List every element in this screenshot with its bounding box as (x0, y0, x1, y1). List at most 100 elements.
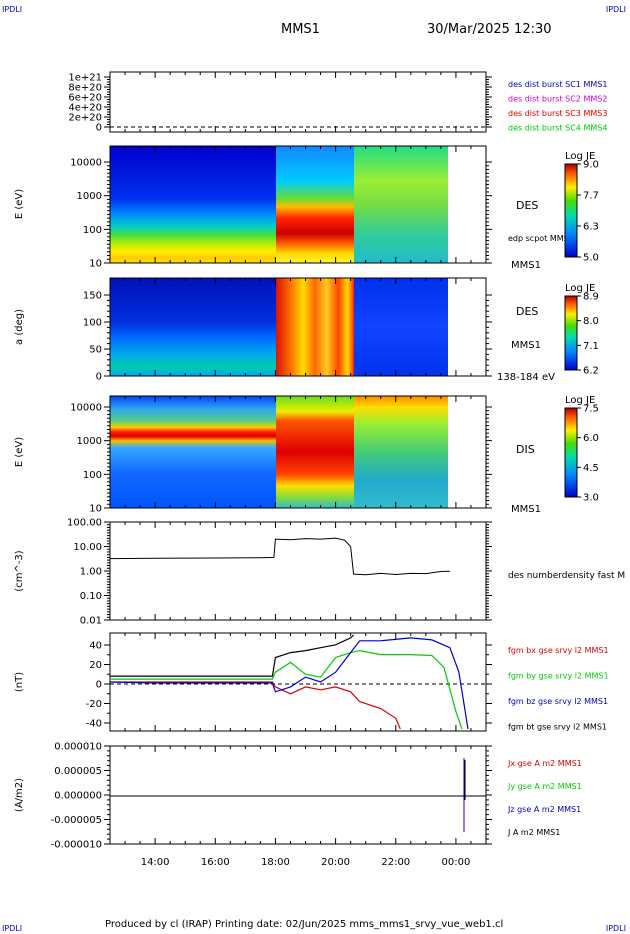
series-line-bx (110, 681, 401, 730)
y-tick-label: 1.00 (80, 567, 102, 578)
spacecraft-label: MMS1 (511, 504, 541, 515)
y-tick-label: 100 (83, 470, 102, 481)
colorbar-title: Log JE (565, 151, 595, 162)
y-tick-label: 0.000005 (54, 766, 102, 777)
y-tick-label: 10000 (70, 403, 102, 414)
y-tick-label: 1000 (77, 436, 102, 447)
x-tick-label: 22:00 (381, 857, 410, 868)
y-tick-label: 6e+20 (68, 93, 102, 104)
axis-label-density: (cm^-3) (14, 550, 25, 591)
colorbar-tick-label: 4.5 (583, 463, 599, 474)
y-tick-label: -0.000005 (51, 815, 102, 826)
legend-entry: J A m2 MMS1 (507, 828, 560, 837)
y-tick-label: 100 (83, 318, 102, 329)
legend-entry: des dist burst SC1 MMS1 (508, 80, 607, 89)
series-line-density (109, 537, 450, 576)
x-tick-label: 20:00 (321, 857, 350, 868)
spectrogram-segment-pre (110, 146, 276, 263)
colorbar-title: Log JE (565, 283, 595, 294)
panel-frame (109, 71, 487, 133)
y-tick-label: 100.00 (67, 518, 102, 529)
panel-dis-energy-spectrogram: 10000 1000 100 10 E (eV) DIS MMS1 Log JE7.5… (14, 395, 599, 515)
legend-entry: Jy gse A m2 MMS1 (507, 782, 582, 791)
x-tick-label: 14:00 (141, 857, 170, 868)
y-tick-label: 10.00 (73, 542, 102, 553)
y-tick-label: -20 (86, 699, 102, 710)
y-tick-label: 10 (89, 504, 102, 515)
colorbar (564, 407, 578, 498)
y-tick-label: 0.000000 (54, 791, 102, 802)
legend-entry: Jz gse A m2 MMS1 (507, 805, 581, 814)
colorbar-tick-label: 5.0 (583, 253, 599, 264)
colorbar-tick-label: 7.7 (583, 191, 599, 202)
panel-density: 100.00 10.00 1.00 0.10 0.01 (cm^-3) des numb… (14, 518, 625, 627)
y-tick-label: 8e+20 (68, 83, 102, 94)
colorbar-title: Log JE (565, 395, 595, 406)
dis-segment-pre (110, 396, 276, 508)
y-tick-label: 0 (96, 123, 102, 134)
colorbar-tick-label: 6.3 (583, 222, 599, 233)
y-tick-label: 1000 (77, 191, 102, 202)
corner-label-top-right: IPDLI (605, 5, 626, 14)
y-tick-label: 0.10 (80, 591, 102, 602)
y-tick-label: 0 (96, 680, 102, 691)
series-line-bt (110, 634, 355, 677)
spacecraft-title: MMS1 (281, 22, 320, 37)
instrument-label: DIS (516, 443, 535, 456)
x-tick-label: 16:00 (201, 857, 230, 868)
y-tick-label: 150 (83, 291, 102, 302)
energy-range-label: 138-184 eV (497, 372, 555, 383)
series-line-bz (109, 637, 469, 730)
legend-entry: des dist burst SC4 MMS4 (508, 124, 607, 133)
colorbar (564, 163, 578, 258)
pitch-segment-post (354, 278, 448, 376)
legend-entry: des dist burst SC3 MMS3 (508, 109, 607, 118)
dis-segment-post (354, 396, 448, 508)
colorbar-tick-label: 6.0 (583, 433, 599, 444)
legend-density: des numberdensity fast M (508, 571, 625, 581)
spacecraft-label: MMS1 (511, 260, 541, 271)
colorbar-tick-label: 7.5 (583, 404, 599, 415)
colorbar-tick-label: 7.1 (583, 341, 599, 352)
y-tick-label: 0 (96, 372, 102, 383)
colorbar (564, 295, 578, 371)
axis-label-energy: E (eV) (14, 437, 25, 467)
corner-label-top-left: IPDLI (2, 5, 23, 14)
dis-segment-mid (276, 396, 354, 508)
spectrogram-segment-post (354, 146, 448, 263)
legend-entry: fgm by gse srvy l2 MMS1 (508, 672, 609, 681)
y-tick-label: 0.01 (80, 616, 102, 627)
y-tick-label: 20 (89, 660, 102, 671)
axis-label-field: (nT) (14, 672, 25, 692)
instrument-label: DES (516, 305, 538, 318)
colorbar-tick-label: 3.0 (583, 493, 599, 504)
axis-label-pitch: a (deg) (14, 309, 25, 345)
y-tick-label: 10 (89, 259, 102, 270)
spacecraft-label: MMS1 (511, 340, 541, 351)
panel-frame (109, 745, 487, 845)
spectrogram-segment-mid (276, 146, 354, 263)
panel-frame (109, 145, 487, 264)
x-tick-label: 00:00 (442, 857, 471, 868)
colorbar-tick-label: 8.0 (583, 316, 599, 327)
legend-entry: fgm bt gse srvy l2 MMS1 (508, 723, 607, 732)
y-tick-label: 50 (89, 345, 102, 356)
y-tick-label: 2e+20 (68, 113, 102, 124)
potential-label: edp scpot MMS1 (508, 234, 574, 243)
y-tick-label: 10000 (70, 158, 102, 169)
panel-des-energy-spectrogram: 10000 1000 100 10 E (eV) DES edp scpot MMS1… (14, 145, 599, 271)
footer-credit: Produced by cl (IRAP) Printing date: 02/… (105, 919, 504, 930)
datetime-title: 30/Mar/2025 12:30 (427, 22, 552, 37)
series-line-by (110, 649, 463, 730)
legend-entry: Jx gse A m2 MMS1 (507, 759, 582, 768)
legend-entry: des dist burst SC2 MMS2 (508, 95, 607, 104)
corner-label-bottom-right: IPDLI (605, 924, 626, 933)
y-tick-label: -0.000010 (51, 840, 102, 851)
colorbar-tick-label: 8.9 (583, 292, 599, 303)
pitch-segment-mid (276, 278, 354, 376)
axis-label-current: (A/m2) (14, 778, 25, 812)
x-tick-label: 18:00 (261, 857, 290, 868)
panel-current-density: 0.000010 0.000005 0.000000 -0.000005 -0.0000… (14, 72, 582, 868)
legend-entry: fgm bx gse srvy l2 MMS1 (508, 646, 609, 655)
